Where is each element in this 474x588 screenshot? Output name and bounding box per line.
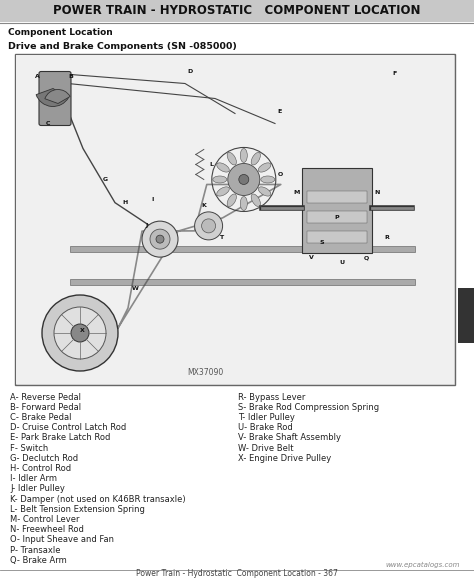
Text: Q: Q xyxy=(364,255,369,260)
Text: R- Bypass Lever: R- Bypass Lever xyxy=(238,393,305,402)
Text: A: A xyxy=(35,74,39,79)
Text: S: S xyxy=(319,240,324,245)
Text: H- Control Rod: H- Control Rod xyxy=(10,464,71,473)
Circle shape xyxy=(42,295,118,371)
Text: C: C xyxy=(46,121,50,126)
Text: V: V xyxy=(310,255,314,260)
Text: W- Drive Belt: W- Drive Belt xyxy=(238,444,293,453)
Text: M- Control Lever: M- Control Lever xyxy=(10,515,80,524)
Text: J: J xyxy=(145,223,147,228)
Text: G: G xyxy=(102,177,108,182)
Text: Q- Brake Arm: Q- Brake Arm xyxy=(10,556,67,565)
Text: H: H xyxy=(122,200,128,205)
Text: D- Cruise Control Latch Rod: D- Cruise Control Latch Rod xyxy=(10,423,126,432)
Circle shape xyxy=(71,324,89,342)
Bar xyxy=(307,191,367,203)
Text: Drive and Brake Components (SN -085000): Drive and Brake Components (SN -085000) xyxy=(8,42,237,51)
Text: POWER TRAIN - HYDROSTATIC   COMPONENT LOCATION: POWER TRAIN - HYDROSTATIC COMPONENT LOCA… xyxy=(53,5,421,18)
Text: D: D xyxy=(187,69,192,74)
Text: F: F xyxy=(393,71,397,76)
Bar xyxy=(16,55,454,384)
Ellipse shape xyxy=(227,194,237,206)
Text: I- Idler Arm: I- Idler Arm xyxy=(10,475,57,483)
Text: T: T xyxy=(219,235,223,240)
Text: L- Belt Tension Extension Spring: L- Belt Tension Extension Spring xyxy=(10,505,145,514)
Text: V- Brake Shaft Assembly: V- Brake Shaft Assembly xyxy=(238,433,341,442)
Circle shape xyxy=(156,235,164,243)
Text: E- Park Brake Latch Rod: E- Park Brake Latch Rod xyxy=(10,433,110,442)
Text: K- Damper (not used on K46BR transaxle): K- Damper (not used on K46BR transaxle) xyxy=(10,495,186,504)
Text: W: W xyxy=(132,286,138,290)
Text: E: E xyxy=(278,109,282,114)
Circle shape xyxy=(195,212,223,240)
Text: R: R xyxy=(384,235,389,240)
Ellipse shape xyxy=(213,176,227,183)
Text: Component Location: Component Location xyxy=(8,28,113,37)
Text: O: O xyxy=(278,172,283,177)
Text: X- Engine Drive Pulley: X- Engine Drive Pulley xyxy=(238,454,331,463)
Bar xyxy=(302,168,372,253)
Text: U- Brake Rod: U- Brake Rod xyxy=(238,423,293,432)
Bar xyxy=(307,211,367,223)
Text: K: K xyxy=(201,203,206,208)
Text: L: L xyxy=(210,162,214,167)
Bar xyxy=(307,230,367,243)
Bar xyxy=(15,54,455,385)
Circle shape xyxy=(201,219,216,233)
Bar xyxy=(458,288,474,343)
Ellipse shape xyxy=(251,194,260,206)
Text: C- Brake Pedal: C- Brake Pedal xyxy=(10,413,72,422)
FancyBboxPatch shape xyxy=(39,72,71,125)
Text: S- Brake Rod Compression Spring: S- Brake Rod Compression Spring xyxy=(238,403,379,412)
Text: B- Forward Pedal: B- Forward Pedal xyxy=(10,403,81,412)
Text: N- Freewheel Rod: N- Freewheel Rod xyxy=(10,525,84,534)
Circle shape xyxy=(54,307,106,359)
Text: I: I xyxy=(152,197,154,202)
Ellipse shape xyxy=(217,187,229,196)
Ellipse shape xyxy=(258,163,271,172)
Bar xyxy=(70,246,415,252)
Text: www.epcatalogs.com: www.epcatalogs.com xyxy=(385,562,460,568)
Circle shape xyxy=(142,221,178,257)
Text: A- Reverse Pedal: A- Reverse Pedal xyxy=(10,393,81,402)
Text: O- Input Sheave and Fan: O- Input Sheave and Fan xyxy=(10,536,114,544)
Text: X: X xyxy=(80,329,84,333)
Bar xyxy=(70,279,415,285)
Ellipse shape xyxy=(217,163,229,172)
Text: U: U xyxy=(339,260,345,265)
Text: T- Idler Pulley: T- Idler Pulley xyxy=(238,413,295,422)
Ellipse shape xyxy=(258,187,271,196)
Text: Power Train - Hydrostatic  Component Location - 367: Power Train - Hydrostatic Component Loca… xyxy=(136,569,338,578)
Circle shape xyxy=(228,163,260,195)
Text: N: N xyxy=(374,190,380,195)
Circle shape xyxy=(150,229,170,249)
Text: P- Transaxle: P- Transaxle xyxy=(10,546,61,554)
Text: J- Idler Pulley: J- Idler Pulley xyxy=(10,485,65,493)
Ellipse shape xyxy=(240,196,247,211)
Ellipse shape xyxy=(227,152,237,165)
Text: M: M xyxy=(293,190,300,195)
Text: P: P xyxy=(335,215,339,220)
Text: B: B xyxy=(69,74,73,79)
Bar xyxy=(0,0,474,22)
Wedge shape xyxy=(36,89,69,106)
Ellipse shape xyxy=(251,152,260,165)
Text: G- Declutch Rod: G- Declutch Rod xyxy=(10,454,78,463)
Circle shape xyxy=(239,175,249,185)
Ellipse shape xyxy=(240,149,247,162)
Text: MX37090: MX37090 xyxy=(187,368,223,377)
Text: F- Switch: F- Switch xyxy=(10,444,48,453)
Wedge shape xyxy=(45,89,70,103)
Ellipse shape xyxy=(261,176,275,183)
